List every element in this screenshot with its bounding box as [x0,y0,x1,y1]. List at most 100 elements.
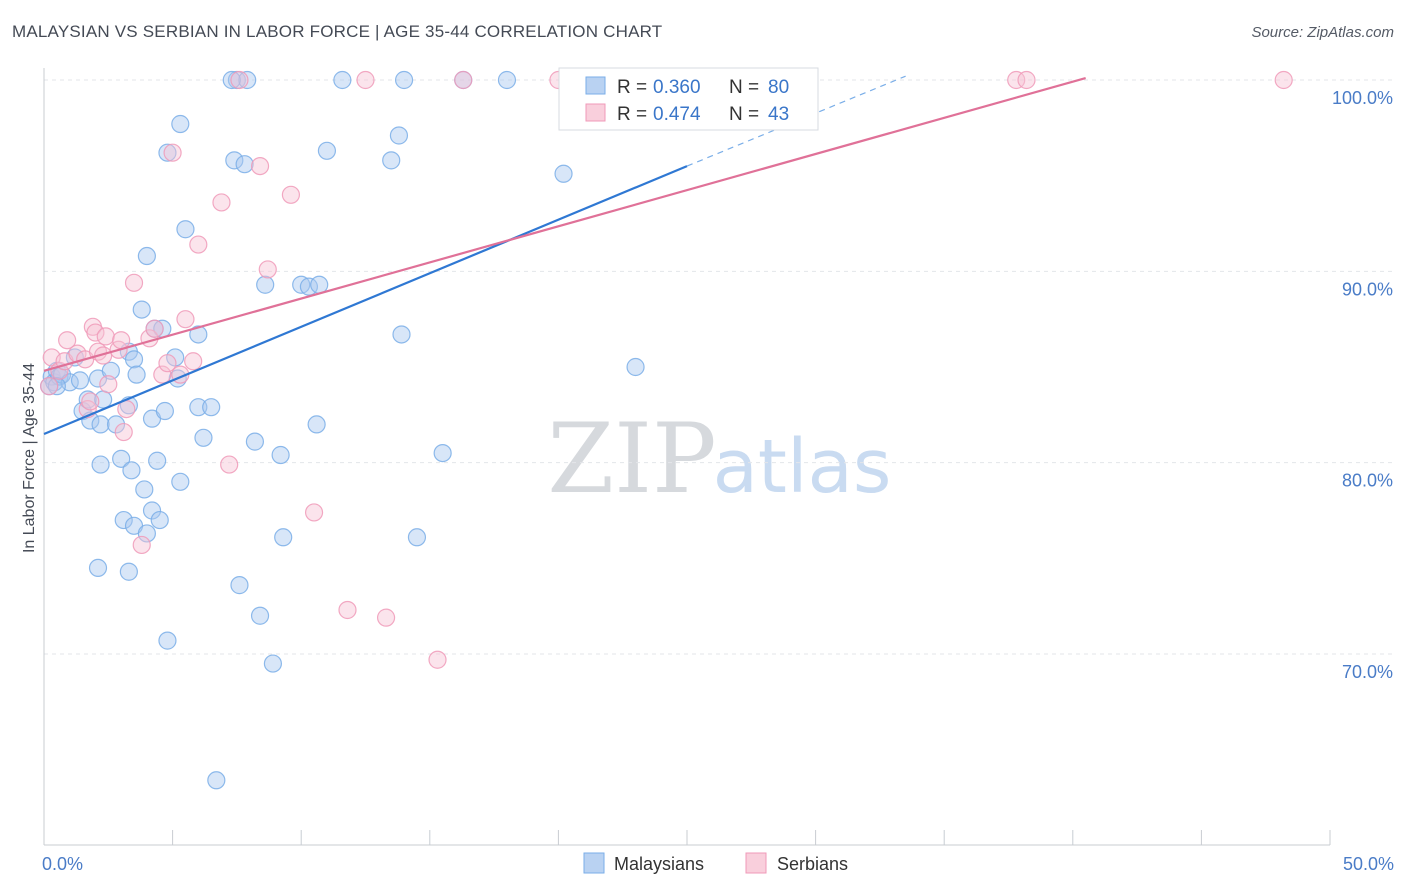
malaysians-point-17 [101,361,120,380]
serbians-point-14 [99,375,118,394]
serbians-point-20 [132,535,151,555]
malaysians-point-67 [333,70,352,90]
watermark-zip: ZIP [547,403,716,515]
malaysians-point-51 [225,151,244,170]
malaysians-point-75 [497,70,517,90]
malaysians-trend-line [43,165,688,435]
malaysians-point-49 [207,771,226,790]
serbians-r-value: 0.474 [653,104,701,125]
serbians-point-25 [163,143,182,162]
malaysians-point-36 [155,401,174,421]
serbians-point-37 [338,600,357,620]
malaysians-point-47 [194,428,213,447]
malaysians-point-79 [47,377,66,396]
malaysians-point-42 [171,472,190,491]
malaysians-point-69 [389,126,409,145]
malaysians-point-19 [112,449,131,468]
malaysians-point-16 [88,558,108,578]
serbians-point-39 [376,608,396,627]
malaysians-point-8 [70,371,90,390]
malaysians-point-72 [407,528,427,547]
malaysians-point-55 [238,70,257,90]
serbians-point-36 [304,503,324,522]
serbians-point-45 [1017,70,1036,90]
serbians-point-22 [145,319,164,338]
malaysians-point-20 [114,510,133,530]
serbians-n-value: 43 [768,104,789,125]
malaysians-point-46 [189,398,208,417]
malaysians-point-38 [137,246,156,266]
malaysians-point-33 [142,501,162,520]
malaysians-point-44 [176,220,195,239]
malaysians-point-43 [171,114,190,134]
serbians-point-4 [58,331,77,350]
serbians-point-35 [281,185,301,204]
y-tick-labels: 70.0% 80.0% 90.0% 100.0% [1332,88,1393,682]
malaysians-point-71 [394,70,414,90]
malaysians-n-value: 80 [768,77,789,98]
malaysians-point-25 [127,365,146,384]
malaysians-point-30 [132,300,151,319]
y-tick-label-100: 100.0% [1332,88,1393,108]
chart-source: Source: ZipAtlas.com [1251,24,1394,41]
serbians-trend-line [43,77,1086,372]
serbians-swatch [585,103,606,122]
malaysians-r-label: R = [617,77,647,98]
serbians-n-label: N = [729,104,759,125]
serbians-point-34 [258,260,277,279]
malaysians-point-50 [158,143,177,162]
y-tick-label-70: 70.0% [1342,662,1393,682]
serbians-points [40,70,1293,669]
watermark-atlas: atlas [713,424,892,510]
malaysians-point-10 [78,390,97,409]
malaysians-point-70 [392,325,411,344]
malaysians-point-59 [263,654,283,673]
malaysians-point-39 [158,631,177,650]
malaysians-point-48 [202,398,221,417]
serbians-point-46 [1274,70,1293,90]
stats-legend: R = 0.360 N = 80 R = 0.474 N = 43 [558,67,819,131]
serbians-r-label: R = [617,104,647,125]
legend-malaysians-swatch [583,852,605,874]
malaysians-point-61 [274,528,293,547]
malaysians-point-58 [256,275,275,294]
malaysians-point-78 [222,70,241,90]
serbians-point-17 [114,422,133,442]
series-legend: Malaysians Serbians [583,852,848,874]
malaysians-point-18 [106,415,126,434]
legend-malaysians-label: Malaysians [614,854,704,874]
serbians-point-32 [230,70,249,90]
serbians-point-10 [86,323,105,342]
malaysians-point-28 [135,480,154,499]
serbians-point-44 [1007,70,1026,90]
malaysians-point-15 [91,455,110,474]
x-tick-label-min: 0.0% [42,854,83,874]
malaysians-point-68 [382,151,401,170]
serbians-point-0 [40,377,59,396]
malaysians-point-26 [119,562,138,581]
serbians-point-30 [212,193,231,212]
serbians-point-8 [81,392,100,411]
malaysians-swatch [585,76,606,95]
malaysians-point-65 [307,415,326,434]
malaysians-point-57 [250,606,270,625]
malaysians-point-34 [148,451,167,470]
malaysians-point-77 [626,357,645,377]
malaysians-point-52 [235,155,254,174]
serbians-point-29 [189,235,208,254]
y-tick-label-80: 80.0% [1342,471,1393,491]
watermark: ZIP atlas [547,403,891,515]
serbians-point-27 [176,310,195,329]
y-axis-label: In Labor Force | Age 35-44 [21,363,38,553]
serbians-point-28 [184,352,203,371]
serbians-point-23 [153,365,172,384]
malaysians-points [40,70,645,790]
serbians-point-31 [220,455,239,474]
malaysians-point-56 [245,432,265,451]
serbians-point-19 [124,273,144,292]
serbians-point-13 [96,327,115,346]
malaysians-n-label: N = [729,77,759,98]
legend-serbians-swatch [745,852,767,874]
chart-title: MALAYSIAN VS SERBIAN IN LABOR FORCE | AG… [12,22,663,41]
